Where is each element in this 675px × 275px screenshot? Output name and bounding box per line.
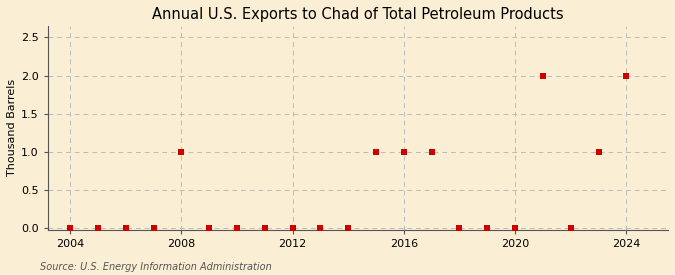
Point: [566, 226, 576, 230]
Point: [398, 150, 409, 154]
Point: [65, 226, 76, 230]
Point: [315, 226, 326, 230]
Point: [371, 150, 381, 154]
Point: [259, 226, 270, 230]
Text: Source: U.S. Energy Information Administration: Source: U.S. Energy Information Administ…: [40, 262, 272, 272]
Point: [120, 226, 131, 230]
Point: [482, 226, 493, 230]
Point: [454, 226, 465, 230]
Point: [427, 150, 437, 154]
Title: Annual U.S. Exports to Chad of Total Petroleum Products: Annual U.S. Exports to Chad of Total Pet…: [152, 7, 564, 22]
Point: [537, 73, 548, 78]
Point: [204, 226, 215, 230]
Point: [176, 150, 187, 154]
Point: [593, 150, 604, 154]
Y-axis label: Thousand Barrels: Thousand Barrels: [7, 79, 17, 176]
Point: [510, 226, 520, 230]
Point: [92, 226, 103, 230]
Point: [232, 226, 242, 230]
Point: [343, 226, 354, 230]
Point: [621, 73, 632, 78]
Point: [288, 226, 298, 230]
Point: [148, 226, 159, 230]
